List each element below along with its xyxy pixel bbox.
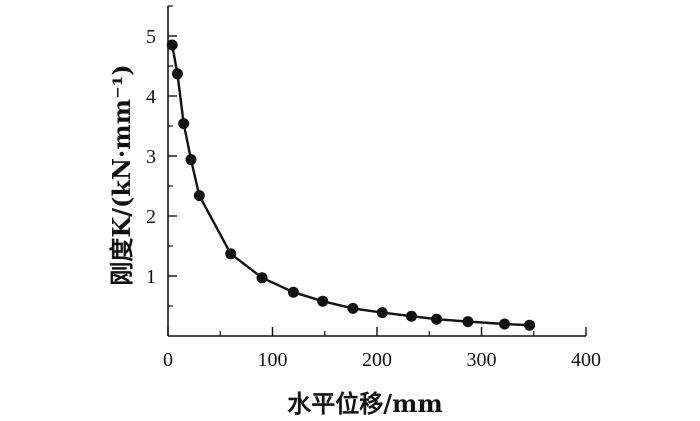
x-tick-label: 0	[163, 349, 173, 371]
data-point	[376, 307, 388, 319]
y-ticks: 1 2 3 4 5	[146, 5, 177, 307]
data-point	[225, 248, 237, 260]
data-point	[347, 302, 359, 314]
y-tick-label: 3	[146, 146, 156, 168]
x-tick-label: 300	[467, 349, 497, 371]
data-point	[498, 318, 510, 330]
data-point	[166, 39, 178, 51]
data-point	[462, 316, 474, 328]
data-point	[524, 319, 536, 331]
y-tick-label: 1	[146, 266, 156, 288]
series-line	[171, 44, 530, 327]
y-axis-title: 刚度K/(kN·mm⁻¹)	[107, 64, 136, 285]
data-point	[287, 286, 299, 298]
x-ticks: 0 100 200 300 400	[163, 327, 601, 371]
x-tick-label: 400	[571, 349, 601, 371]
axes	[167, 6, 586, 337]
x-axis-title: 水平位移/mm	[287, 389, 443, 418]
x-tick-label: 200	[362, 349, 392, 371]
y-tick-label: 5	[146, 26, 156, 48]
x-tick-label: 100	[258, 349, 288, 371]
y-tick-label: 4	[146, 86, 156, 108]
data-point	[171, 68, 183, 80]
data-point	[405, 310, 417, 322]
data-point	[256, 272, 268, 284]
data-markers	[166, 39, 536, 331]
y-tick-label: 2	[146, 206, 156, 228]
data-point	[193, 190, 205, 202]
data-point	[185, 154, 197, 166]
data-point	[317, 295, 329, 307]
data-point	[431, 313, 443, 325]
data-point	[178, 118, 190, 130]
